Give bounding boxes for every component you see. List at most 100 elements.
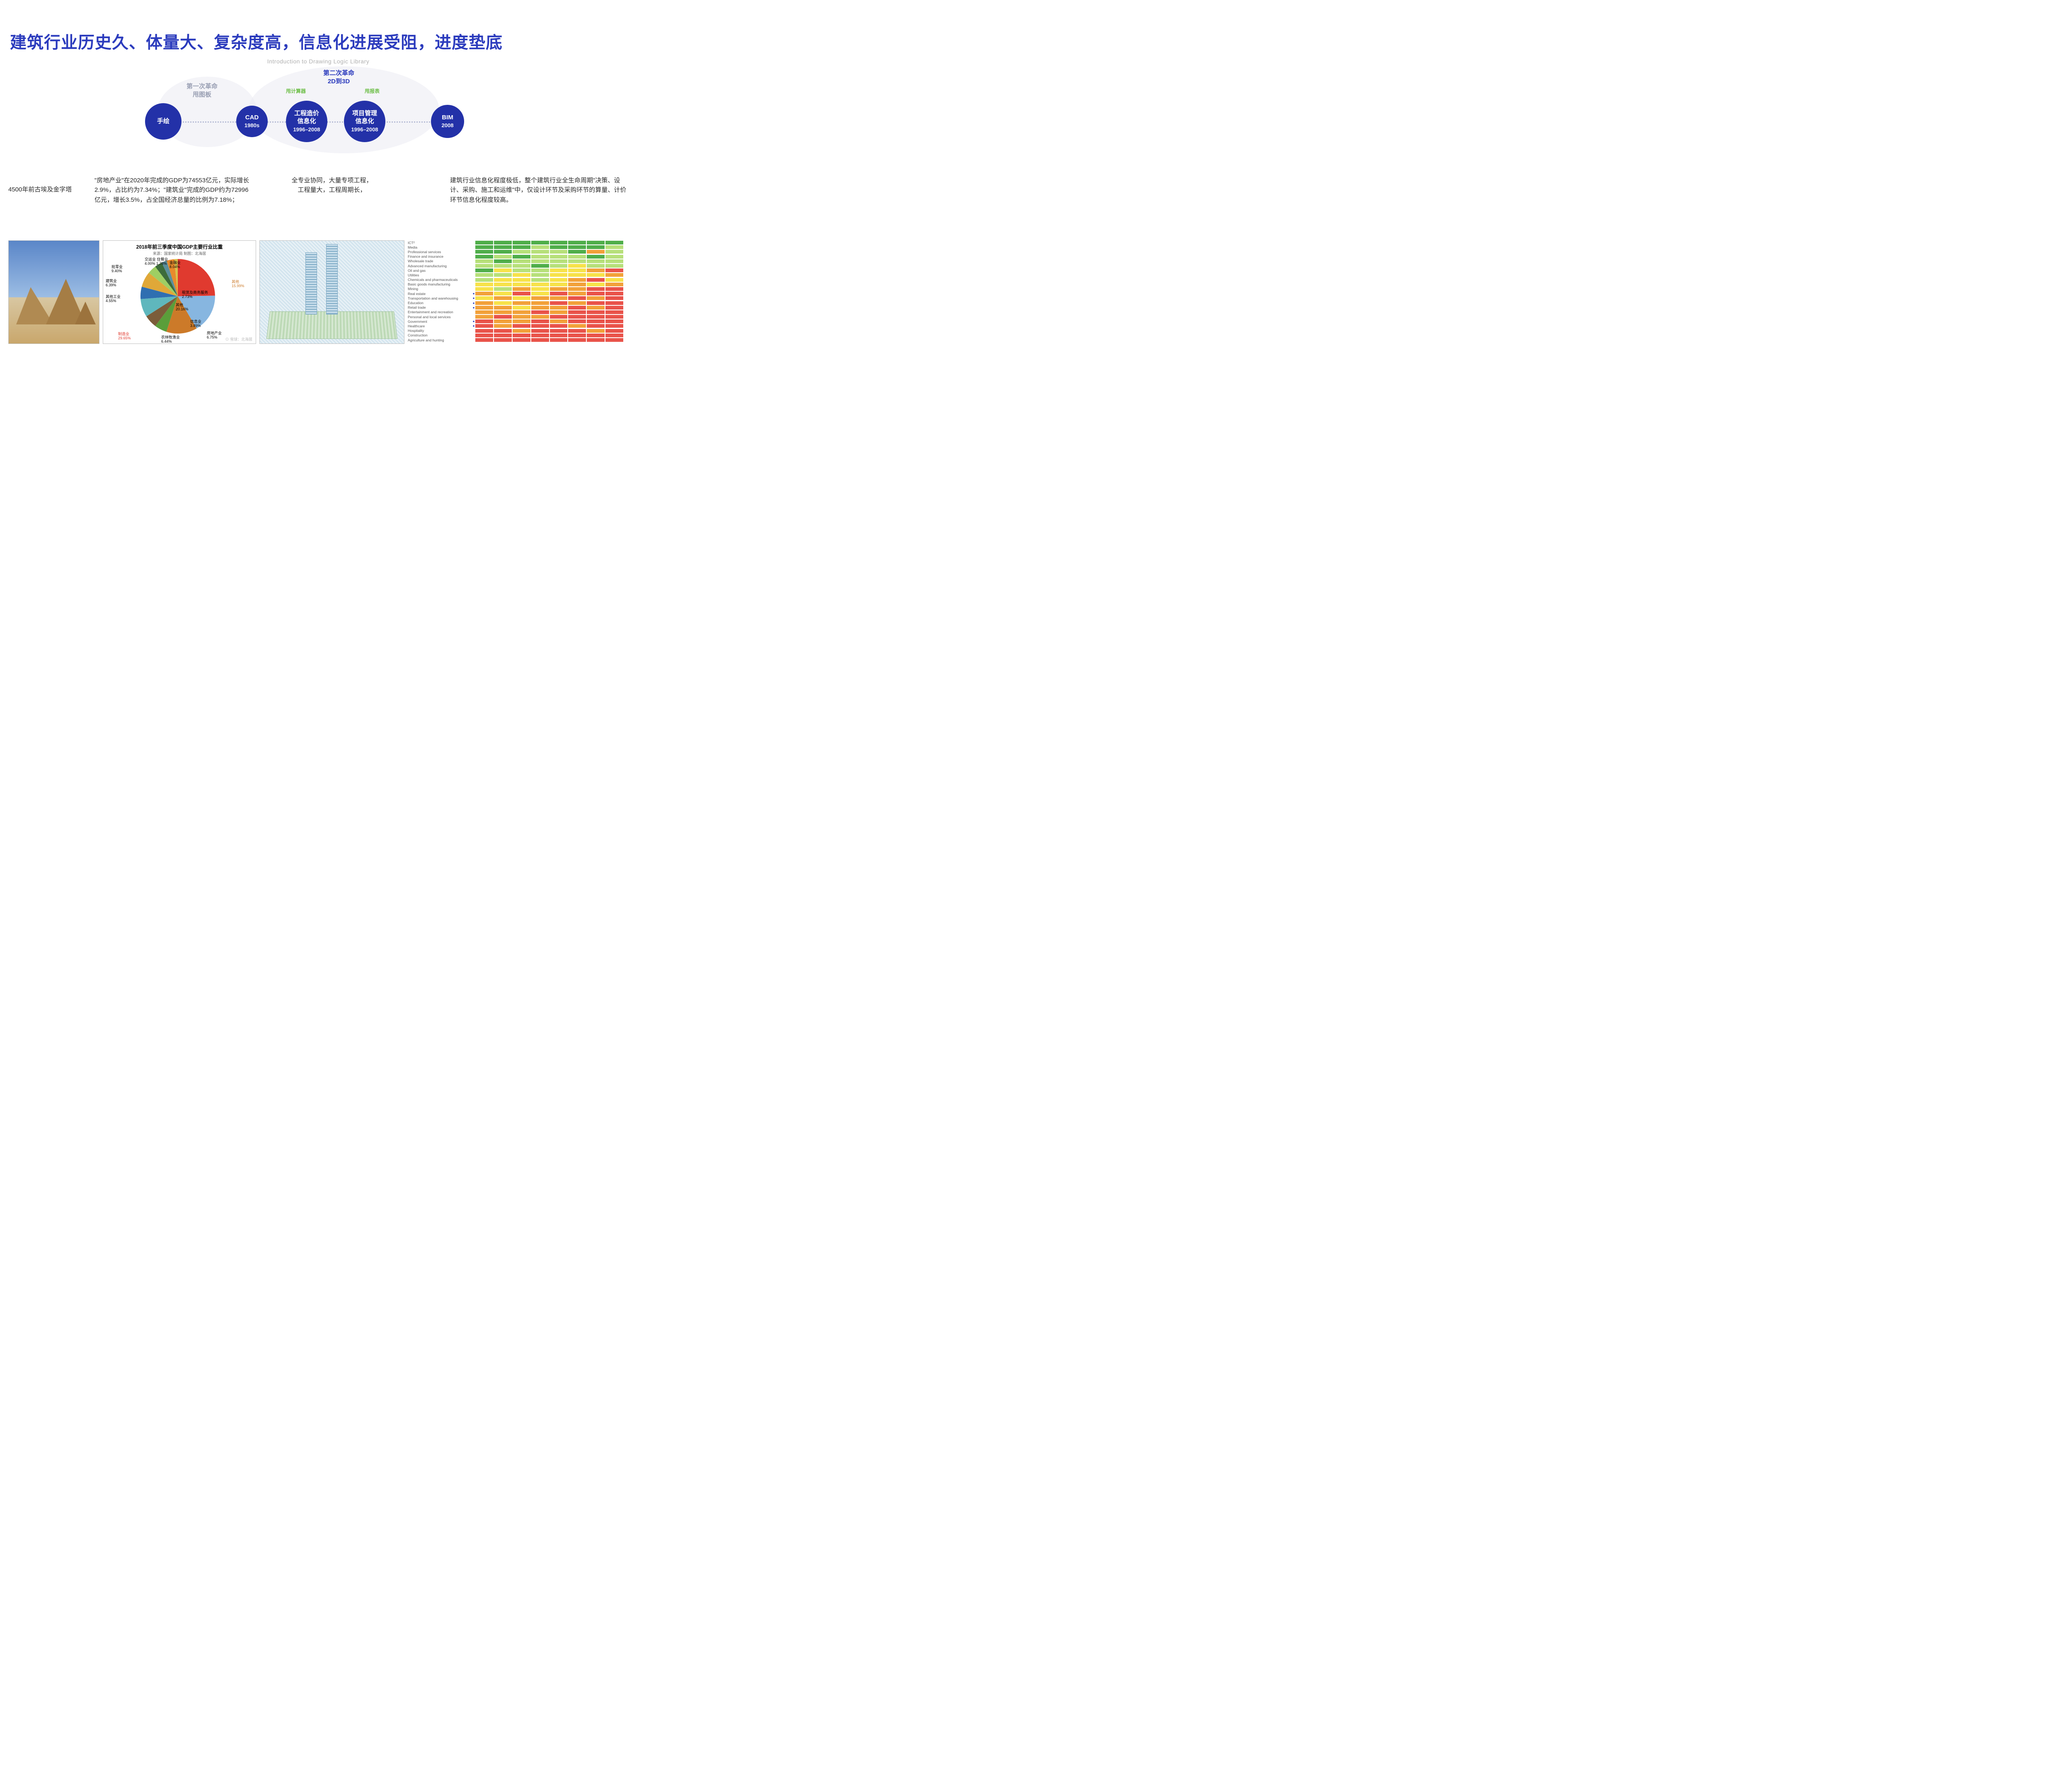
pie-label: 其他工业4.55% [106, 295, 121, 303]
heatmap-label: Construction [408, 333, 472, 337]
heatmap-cell [587, 319, 605, 323]
heatmap-cell [513, 278, 530, 282]
heatmap-cell [513, 324, 530, 328]
heatmap-row: Wholesale trade [408, 259, 623, 264]
heatmap-cell [494, 301, 512, 305]
pie-label: 其他15.99% [232, 280, 244, 288]
heatmap-cell [475, 278, 493, 282]
heatmap-cell [531, 338, 549, 342]
heatmap-cell [494, 324, 512, 328]
heatmap-cell [587, 287, 605, 291]
heatmap-cell [605, 250, 623, 254]
heatmap-cell [587, 324, 605, 328]
pie-label: 批零业9.40% [111, 265, 123, 273]
heatmap-cell [550, 324, 568, 328]
heatmap-cells [475, 283, 623, 286]
heatmap-label: Transportation and warehousing [408, 296, 472, 300]
heatmap-label: Education [408, 301, 472, 305]
heatmap-cell [568, 255, 586, 259]
heatmap-cell [568, 319, 586, 323]
heatmap-cell [494, 245, 512, 249]
heatmap-cell [513, 287, 530, 291]
heatmap-cell [531, 329, 549, 333]
heatmap-cell [475, 259, 493, 263]
heatmap-label: Basic goods manufacturing [408, 282, 472, 286]
heatmap-dot: ● [472, 324, 475, 328]
heatmap-cell [475, 334, 493, 337]
heatmap-cell [531, 245, 549, 249]
pie-label: 信息业3.89% [190, 319, 201, 328]
heatmap-cell [550, 259, 568, 263]
heatmap-cell [605, 264, 623, 268]
pyramid-shape [75, 302, 96, 324]
heatmap-cells [475, 338, 623, 342]
heatmap-cell [531, 310, 549, 314]
heatmap-cells [475, 250, 623, 254]
heatmap-label: Professional services [408, 250, 472, 254]
heatmap-cell [587, 329, 605, 333]
heatmap-cell [494, 268, 512, 272]
heatmap-cells [475, 278, 623, 282]
heatmap-cell [568, 273, 586, 277]
heatmap-cells [475, 241, 623, 244]
heatmap-cell [587, 315, 605, 319]
heatmap-cells [475, 273, 623, 277]
heatmap-cell [587, 255, 605, 259]
desc-pyramid: 4500年前古埃及金字塔 [8, 176, 83, 205]
heatmap-cell [550, 278, 568, 282]
heatmap-cell [513, 338, 530, 342]
heatmap-cell [550, 310, 568, 314]
heatmap-cell [568, 241, 586, 244]
heatmap-label: Wholesale trade [408, 259, 472, 263]
heatmap-cell [475, 324, 493, 328]
heatmap-cell [531, 319, 549, 323]
heatmap-cell [494, 292, 512, 295]
heatmap-cell [550, 329, 568, 333]
heatmap-cell [605, 283, 623, 286]
heatmap-cell [475, 268, 493, 272]
heatmap-cell [531, 334, 549, 337]
heatmap-cell [475, 255, 493, 259]
heatmap-cell [568, 264, 586, 268]
heatmap-cell [475, 273, 493, 277]
heatmap-cell [513, 250, 530, 254]
heatmap-cell [494, 255, 512, 259]
heatmap-cell [475, 264, 493, 268]
heatmap-cell [513, 241, 530, 244]
heatmap-cells [475, 301, 623, 305]
heatmap-cell [587, 306, 605, 310]
heatmap-cell [568, 306, 586, 310]
heatmap-dot: ● [472, 296, 475, 300]
heatmap-cell [568, 315, 586, 319]
heatmap-row: Professional services [408, 249, 623, 254]
heatmap-cell [568, 287, 586, 291]
heatmap-cell [587, 273, 605, 277]
heatmap-cell [494, 287, 512, 291]
heatmap-cell [494, 338, 512, 342]
heatmap-cell [605, 278, 623, 282]
heatmap-cell [531, 306, 549, 310]
heatmap-label: Media [408, 245, 472, 249]
heatmap-cell [494, 334, 512, 337]
heatmap-label: Entertainment and recreation [408, 310, 472, 314]
heatmap-cell [513, 310, 530, 314]
heatmap-cell [550, 301, 568, 305]
heatmap-cell [513, 319, 530, 323]
heatmap-cell [587, 278, 605, 282]
heatmap-row: Finance and insurance [408, 254, 623, 259]
heatmap-cell [475, 319, 493, 323]
heatmap-cell [550, 245, 568, 249]
heatmap-cell [513, 273, 530, 277]
heatmap-dot: ● [472, 301, 475, 305]
desc-gdp: "房地产业"在2020年完成的GDP为74553亿元，实际增长2.9%，占比约为… [94, 176, 252, 205]
heatmap-label: Agriculture and hunting [408, 338, 472, 342]
pie-subtitle: 来源：国家统计局 制图：北海居 [103, 251, 256, 256]
heatmap-label: Utilities [408, 273, 472, 277]
heatmap-cell [587, 268, 605, 272]
heatmap-cell [494, 315, 512, 319]
heatmap-cell [494, 283, 512, 286]
heatmap-cell [513, 296, 530, 300]
pie-title: 2018年前三季度中国GDP主要行业比重 [103, 243, 256, 250]
heatmap-label: Government [408, 319, 472, 324]
heatmap-cell [494, 273, 512, 277]
